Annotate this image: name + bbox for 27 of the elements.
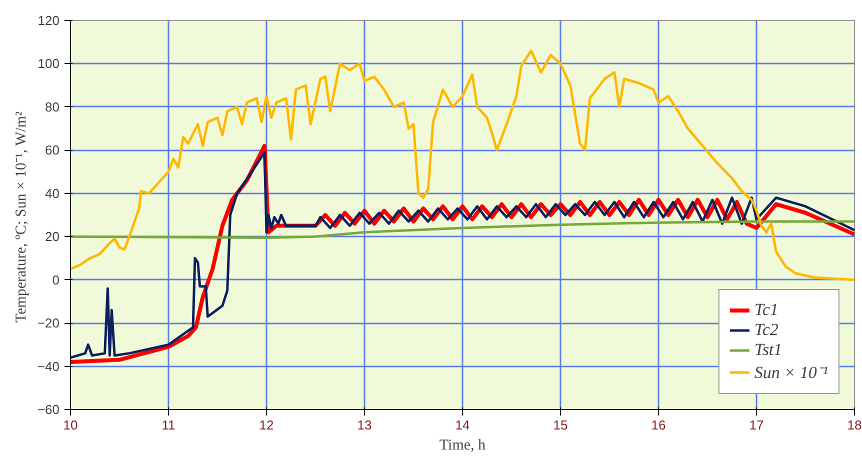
y-tick-label: 80 [45, 99, 60, 114]
x-tick-label: 13 [357, 418, 372, 432]
x-tick-label: 10 [63, 418, 78, 432]
legend-label: Tc1 [754, 300, 778, 320]
y-axis-title: Temperature, ºC; Sun × 10⁻¹, W/m² [13, 110, 30, 323]
line-series [70, 220, 854, 239]
x-axis-title: Time, h [439, 438, 486, 454]
y-tick-label: −20 [37, 316, 60, 331]
y-tick-label: 20 [45, 229, 60, 244]
x-tick-label: 14 [455, 418, 470, 432]
y-tick-label: 120 [38, 13, 60, 28]
y-tick-label: 60 [45, 142, 60, 158]
y-tick-label: 40 [45, 186, 60, 201]
line-series [70, 50, 854, 282]
y-tick-label: 0 [52, 272, 60, 288]
x-tick-label: 11 [162, 418, 176, 432]
legend-label: Sun × 10⁻¹ [754, 362, 828, 383]
x-tick-label: 16 [651, 418, 666, 432]
y-tick-label: 100 [38, 56, 60, 72]
y-tick-label: −60 [37, 402, 60, 417]
legend-label: Tc2 [754, 320, 778, 340]
x-tick-label: 18 [847, 418, 862, 432]
x-tick-label: 12 [259, 418, 274, 432]
x-tick-label: 17 [749, 418, 764, 432]
legend-label: Tst1 [754, 340, 782, 360]
y-tick-label: −40 [37, 358, 60, 374]
x-tick-label: 15 [553, 418, 568, 432]
